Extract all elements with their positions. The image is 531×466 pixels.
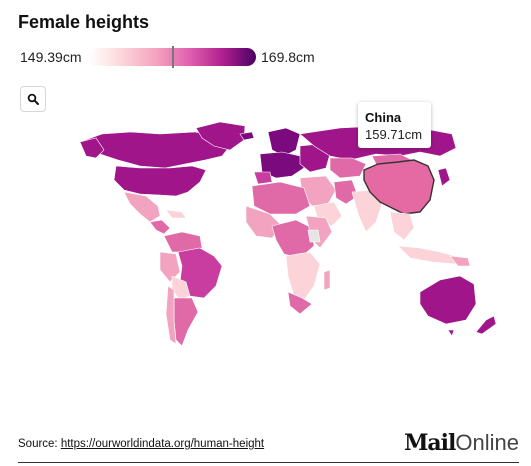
country-korea-japan[interactable]	[437, 167, 451, 187]
country-canada[interactable]	[79, 131, 231, 169]
bottom-divider	[18, 462, 519, 463]
country-iran[interactable]	[333, 179, 359, 205]
country-central-africa[interactable]	[271, 219, 315, 259]
country-indonesia[interactable]	[397, 245, 463, 265]
source-note: Source: https://ourworldindata.org/human…	[18, 438, 264, 450]
country-no-data-region[interactable]	[307, 229, 321, 243]
legend-min-label: 149.39cm	[20, 49, 82, 65]
country-alaska[interactable]	[79, 137, 105, 159]
country-madagascar[interactable]	[323, 269, 331, 291]
brand-logo-online: Online	[455, 430, 519, 455]
legend-value-marker	[172, 46, 174, 68]
country-australia[interactable]	[419, 275, 477, 325]
tooltip-height-value: 159.71cm	[365, 127, 423, 142]
chart-title: Female heights	[18, 12, 150, 32]
country-usa[interactable]	[113, 165, 207, 197]
brand-logo: MailOnline	[404, 430, 519, 456]
country-colombia-venezuela[interactable]	[163, 231, 203, 253]
source-label: Source:	[18, 438, 61, 450]
country-scandinavia[interactable]	[267, 127, 301, 157]
country-argentina[interactable]	[173, 297, 199, 347]
country-kazakhstan[interactable]	[329, 157, 367, 179]
country-greenland[interactable]	[195, 121, 246, 151]
search-icon	[27, 93, 39, 105]
source-link[interactable]: https://ourworldindata.org/human-height	[60, 438, 265, 450]
world-map[interactable]	[0, 118, 531, 368]
country-iceland[interactable]	[239, 131, 255, 141]
country-new-zealand[interactable]	[475, 315, 497, 335]
country-papua[interactable]	[449, 255, 471, 267]
country-tooltip: China 159.71cm	[358, 102, 431, 148]
country-china[interactable]	[363, 159, 435, 215]
country-north-africa[interactable]	[251, 181, 311, 215]
country-peru[interactable]	[159, 251, 181, 283]
brand-logo-mail: Mail	[404, 430, 456, 456]
country-southeast-asia[interactable]	[389, 211, 415, 241]
country-south-africa[interactable]	[287, 291, 313, 315]
country-caribbean[interactable]	[165, 209, 187, 219]
country-southern-africa[interactable]	[285, 251, 321, 301]
legend-max-label: 169.8cm	[261, 49, 315, 65]
country-brazil[interactable]	[177, 247, 223, 299]
zoom-button[interactable]	[20, 86, 46, 112]
country-mexico[interactable]	[123, 191, 161, 223]
country-tasmania[interactable]	[447, 329, 455, 337]
country-iberia[interactable]	[253, 171, 273, 185]
country-chile[interactable]	[165, 285, 177, 345]
country-central-america[interactable]	[149, 219, 171, 235]
tooltip-country-name: China	[365, 110, 402, 125]
